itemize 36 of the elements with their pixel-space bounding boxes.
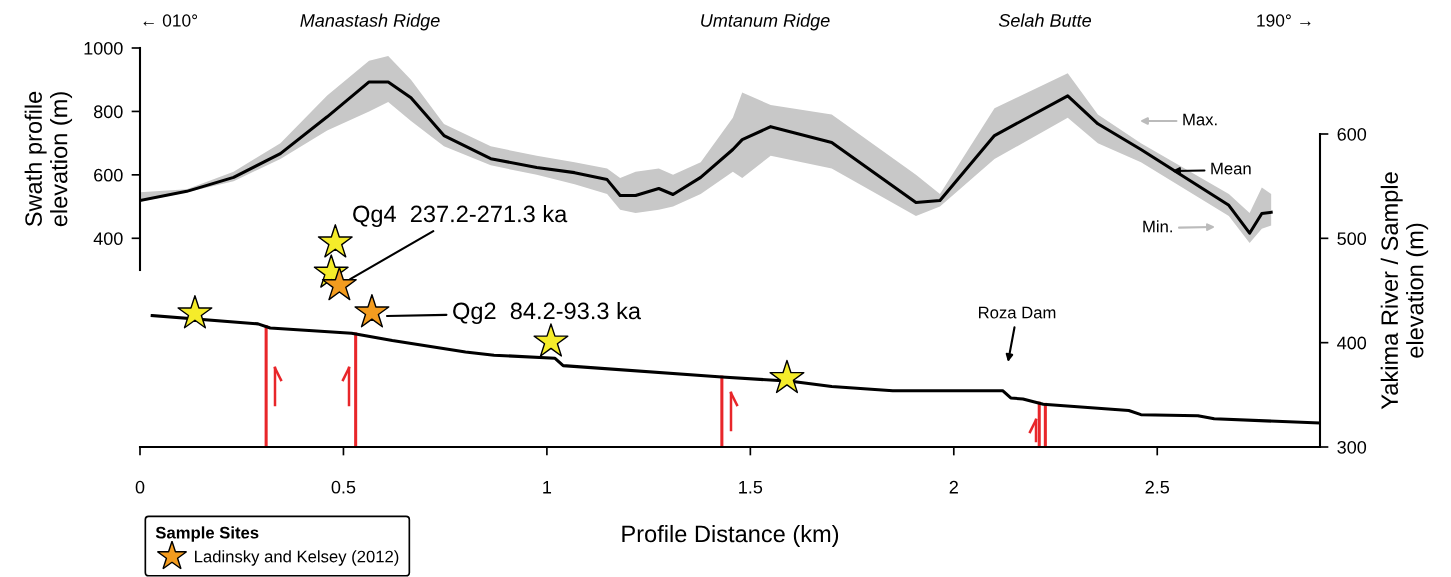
text: 190° → [1257,14,1311,27]
y-tick-label: 400 [1337,336,1367,350]
annotation: Max. [1183,113,1217,126]
y-axis-title: Yakima River / Sample elevation (m) [1380,172,1429,410]
y-tick-label: 500 [1337,232,1367,246]
text: ← 010° [143,14,198,27]
annotation: Qg2 84.2-93.3 ka [453,301,642,324]
y-tick-label: 600 [94,168,123,182]
legend-title: Sample Sites [155,526,259,542]
x-axis-title: Profile Distance (km) [622,524,839,547]
annotation: Roza Dam [979,306,1056,319]
x-tick-label: 0 [135,480,145,494]
annotation: Qg4 237.2-271.3 ka [353,205,568,227]
point [354,294,390,328]
x-tick-label: 0.5 [331,480,356,494]
y-axis-title: Swath profile elevation (m) [24,91,73,227]
annotation: Min. [1143,220,1172,233]
text: Umtanum Ridge [701,13,830,31]
y-tick-label: 400 [93,232,123,246]
legend-label: Ladinsky and Kelsey (2012) [195,550,399,566]
point [321,266,357,301]
x-tick-label: 1.5 [739,481,763,494]
y-tick-label: 800 [94,105,123,119]
x-tick-label: 2 [949,480,958,494]
y-tick-label: 600 [1337,127,1367,141]
point [533,323,569,357]
point [317,224,353,258]
point [769,359,805,394]
x-tick-label: 2.5 [1145,480,1170,494]
text: Selah Butte [998,13,1092,27]
text: Manastash Ridge [300,13,440,31]
point [177,295,213,329]
annotation: Mean [1211,162,1251,175]
y-tick-label: 300 [1337,440,1367,454]
y-tick-label: 1000 [84,41,123,55]
x-tick-label: 1 [543,481,552,494]
